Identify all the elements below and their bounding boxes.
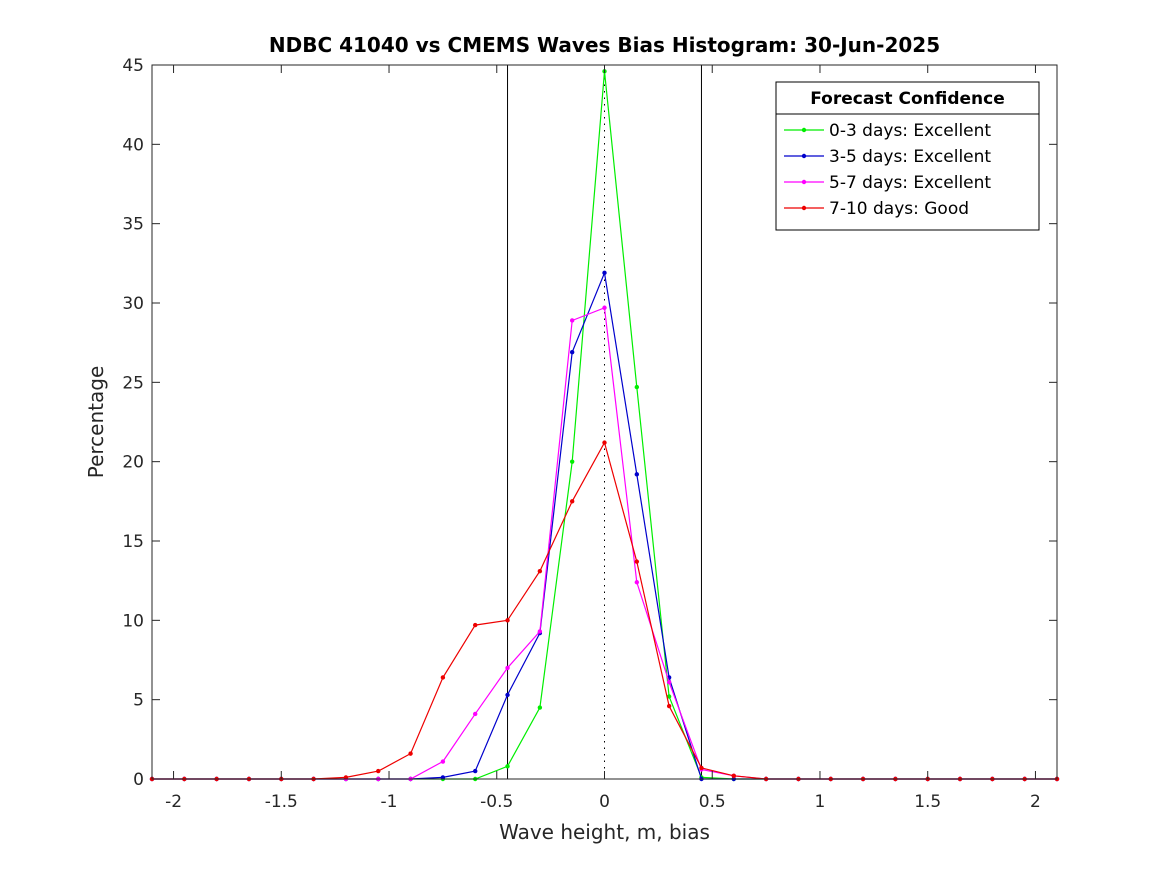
data-point [505, 618, 510, 623]
legend-entry: 3-5 days: Excellent [784, 147, 991, 167]
legend-swatch-marker [801, 205, 807, 211]
legend: Forecast Confidence 0-3 days: Excellent 3… [775, 81, 1040, 231]
reference-lines [507, 65, 702, 779]
data-point [505, 692, 510, 698]
data-point [666, 703, 672, 709]
legend-swatch-marker [801, 179, 807, 185]
data-point [537, 568, 543, 574]
legend-label: 3-5 days: Excellent [829, 147, 991, 167]
legend-box [775, 113, 1040, 231]
data-point [473, 622, 478, 628]
data-point [473, 768, 478, 774]
legend-entry: 0-3 days: Excellent [784, 121, 991, 141]
legend-entry: 5-7 days: Excellent [784, 173, 991, 193]
y-tick-label: 15 [122, 532, 144, 552]
y-tick-label: 40 [122, 135, 144, 155]
data-point [569, 499, 575, 504]
x-tick-label: -1.5 [265, 792, 298, 812]
x-tick-label: -1 [381, 792, 398, 812]
data-point [634, 559, 640, 564]
data-point [440, 759, 446, 764]
data-point [666, 680, 672, 685]
data-point [505, 764, 510, 769]
legend-label: 7-10 days: Good [829, 199, 969, 219]
data-point [569, 349, 575, 355]
data-point [602, 440, 607, 445]
legend-title: Forecast Confidence [810, 89, 1005, 109]
data-point [505, 665, 510, 671]
data-point [634, 384, 640, 390]
x-tick-label: -0.5 [480, 792, 513, 812]
y-tick-label: 5 [133, 691, 144, 711]
y-tick-label: 35 [122, 215, 144, 235]
data-point [699, 765, 704, 771]
legend-swatch-marker [801, 153, 807, 159]
legend-entries: 0-3 days: Excellent 3-5 days: Excellent 5-… [784, 121, 991, 219]
data-point [473, 711, 478, 717]
data-point [569, 459, 575, 464]
data-point [634, 472, 640, 477]
legend-label: 0-3 days: Excellent [829, 121, 991, 141]
data-point [731, 773, 736, 779]
legend-entry: 7-10 days: Good [784, 199, 969, 219]
y-tick-label: 20 [122, 453, 144, 473]
data-point [440, 675, 446, 680]
y-tick-label: 0 [133, 770, 144, 790]
legend-label: 5-7 days: Excellent [829, 173, 991, 193]
x-tick-label: 2 [1030, 792, 1041, 812]
data-point [602, 305, 607, 310]
data-point [602, 270, 607, 276]
y-tick-label: 30 [122, 294, 144, 314]
legend-title-box [775, 81, 1040, 115]
y-tick-label: 45 [122, 56, 144, 76]
x-tick-label: -2 [165, 792, 182, 812]
chart-title: NDBC 41040 vs CMEMS Waves Bias Histogram… [269, 33, 940, 57]
data-point [408, 751, 413, 756]
legend-swatch-marker [801, 127, 807, 133]
data-point [537, 629, 543, 634]
data-point [537, 705, 543, 710]
data-point [666, 694, 672, 699]
y-tick-label: 10 [122, 611, 144, 631]
data-point [634, 580, 640, 585]
data-point [376, 768, 381, 774]
x-axis-label: Wave height, m, bias [499, 820, 710, 844]
x-tick-label: 0.5 [699, 792, 726, 812]
x-tick-label: 1.5 [914, 792, 941, 812]
y-tick-label: 25 [122, 373, 144, 393]
data-point [569, 318, 575, 323]
y-axis-label: Percentage [84, 366, 108, 479]
x-tick-label: 1 [815, 792, 826, 812]
x-tick-label: 0 [599, 792, 610, 812]
